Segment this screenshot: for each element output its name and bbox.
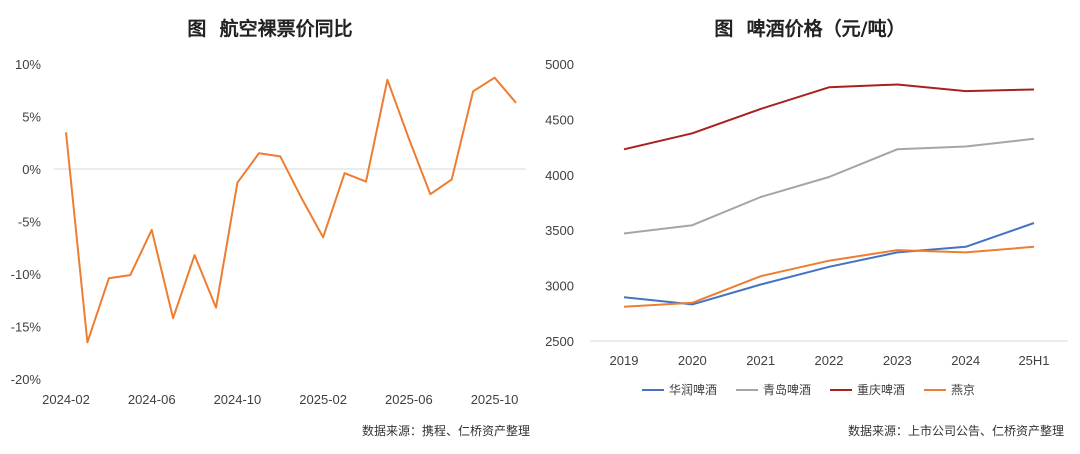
legend-label: 华润啤酒 <box>669 382 717 397</box>
y-tick-label: -5% <box>18 215 42 230</box>
y-tick-label: 4000 <box>545 168 574 183</box>
airfare-chart-source: 数据来源：携程、仁桥资产整理 <box>361 424 530 438</box>
x-tick-label: 2025-02 <box>299 392 347 407</box>
x-tick-label: 2025-06 <box>385 392 433 407</box>
y-tick-label: 3500 <box>545 223 574 238</box>
y-tick-label: 3000 <box>545 279 574 294</box>
x-tick-label: 2021 <box>746 353 775 368</box>
airfare-chart-panel: 图 航空裸票价同比 10% 5% 0% -5% -10% -15% -20% 2024-02 2… <box>11 18 530 438</box>
y-tick-label: -20% <box>11 372 42 387</box>
x-tick-label: 2025-10 <box>471 392 519 407</box>
beer-chart-title: 图 啤酒价格（元/吨） <box>714 18 906 40</box>
beer-price-chart-panel: 图 啤酒价格（元/吨） 5000 4500 4000 3500 3000 2500 2019… <box>540 0 1080 454</box>
series-line-3 <box>623 245 1035 308</box>
legend-label: 重庆啤酒 <box>857 382 905 397</box>
series-line-2 <box>623 83 1035 151</box>
y-tick-label: 5000 <box>545 57 574 72</box>
y-tick-label: -10% <box>11 267 42 282</box>
x-tick-label: 25H1 <box>1018 353 1049 368</box>
airfare-chart-title: 图 航空裸票价同比 <box>187 18 353 40</box>
y-tick-label: 5% <box>22 110 41 125</box>
beer-chart-plot: 5000 4500 4000 3500 3000 2500 2019 2020 2021 2022… <box>545 57 1068 397</box>
x-tick-label: 2020 <box>678 353 707 368</box>
y-tick-label: 2500 <box>545 334 574 349</box>
legend-label: 青岛啤酒 <box>763 382 811 397</box>
legend-label: 燕京 <box>951 383 975 397</box>
series-line-1 <box>623 137 1035 235</box>
y-tick-label: -15% <box>11 320 42 335</box>
x-tick-label: 2023 <box>883 353 912 368</box>
y-tick-label: 10% <box>15 57 41 72</box>
airfare-yoy-line <box>65 76 517 344</box>
y-tick-label: 4500 <box>545 112 574 127</box>
x-tick-label: 2019 <box>610 353 639 368</box>
x-tick-label: 2024 <box>951 353 980 368</box>
x-tick-label: 2022 <box>815 353 844 368</box>
y-tick-label: 0% <box>22 162 41 177</box>
x-tick-label: 2024-10 <box>214 392 262 407</box>
series-line-0 <box>623 222 1035 306</box>
x-tick-label: 2024-06 <box>128 392 176 407</box>
beer-chart-source: 数据来源：上市公司公告、仁桥资产整理 <box>847 424 1064 438</box>
airfare-chart-plot: 10% 5% 0% -5% -10% -15% -20%2024-02 2024-06 2024… <box>11 57 526 407</box>
x-tick-label: 2024-02 <box>42 392 90 407</box>
